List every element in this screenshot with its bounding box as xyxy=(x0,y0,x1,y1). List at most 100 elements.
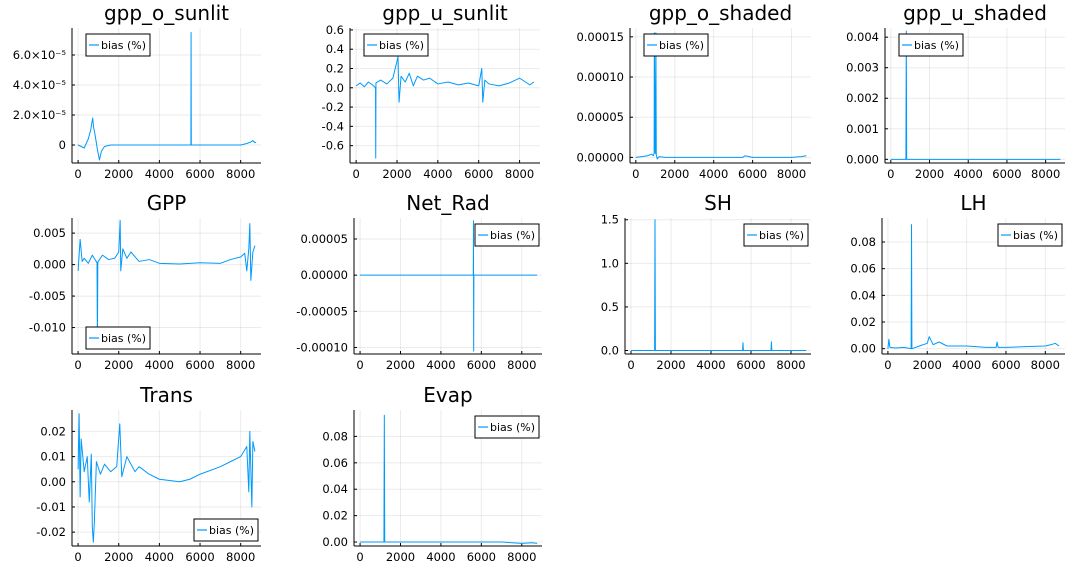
legend: bias (%) xyxy=(193,518,259,542)
x-tick-label: 2000 xyxy=(915,167,944,181)
y-tick-label: 0.00000 xyxy=(300,268,348,282)
y-tick-label: 0.00015 xyxy=(576,30,624,44)
x-tick-label: 8000 xyxy=(1031,358,1060,372)
x-tick-label: 6000 xyxy=(738,167,767,181)
legend: bias (%) xyxy=(997,223,1063,247)
series-line-bias xyxy=(631,219,807,352)
y-tick-label: 0.00005 xyxy=(300,232,348,246)
legend-label: bias (%) xyxy=(759,229,804,242)
x-tick-label: 4000 xyxy=(426,358,455,372)
x-tick-label: 6000 xyxy=(991,358,1020,372)
legend-box xyxy=(85,33,151,57)
legend-label: bias (%) xyxy=(379,39,424,52)
y-tick-label: 0.06 xyxy=(322,456,348,470)
panel-title: gpp_o_shaded xyxy=(649,1,792,25)
series-line-bias xyxy=(355,56,535,159)
legend-box xyxy=(643,33,709,57)
x-tick-label: 4000 xyxy=(952,358,981,372)
subplot-9: Evap 0 2000 4000 6000 8000 0.00 0.02 0.04 0.06 0.0… xyxy=(322,383,542,564)
legend: bias (%) xyxy=(474,223,540,247)
y-tick-label: 0.00000 xyxy=(576,150,624,164)
y-tick-label: 0 xyxy=(59,138,66,152)
legend-label: bias (%) xyxy=(101,332,146,345)
legend: bias (%) xyxy=(363,33,429,57)
x-tick-label: 2000 xyxy=(386,358,415,372)
subplot-0: gpp_o_sunlit 0 2000 4000 6000 8000 0 2.0×10⁻⁵ 4.… xyxy=(13,1,261,181)
legend-label: bias (%) xyxy=(914,39,959,52)
x-tick-label: 4000 xyxy=(423,167,452,181)
y-tick-label: 0.000 xyxy=(33,258,66,272)
y-tick-label: 0.08 xyxy=(322,429,348,443)
subplot-8: Trans 0 2000 4000 6000 8000 -0.02 -0.01 0.00 0.01… xyxy=(36,383,261,564)
y-tick-label: -0.6 xyxy=(322,139,344,153)
legend-box xyxy=(474,223,540,247)
y-tick-label: 0.002 xyxy=(846,91,879,105)
y-tick-label: -0.00005 xyxy=(296,304,348,318)
panel-title: gpp_u_shaded xyxy=(903,1,1047,25)
x-tick-label: 6000 xyxy=(992,167,1021,181)
legend-box xyxy=(997,223,1063,247)
x-tick-label: 0 xyxy=(627,358,634,372)
x-tick-label: 4000 xyxy=(699,167,728,181)
legend: bias (%) xyxy=(85,33,151,57)
x-tick-label: 4000 xyxy=(145,358,174,372)
x-tick-label: 0 xyxy=(74,358,81,372)
x-tick-label: 8000 xyxy=(505,167,534,181)
x-tick-label: 0 xyxy=(632,167,639,181)
x-tick-label: 0 xyxy=(356,358,363,372)
series-line-bias xyxy=(360,220,538,352)
x-tick-label: 4000 xyxy=(145,167,174,181)
y-tick-label: 4.0×10⁻⁵ xyxy=(13,78,67,92)
x-tick-label: 2000 xyxy=(104,167,133,181)
subplot-2: gpp_o_shaded 0 2000 4000 6000 8000 0.00000 0.00… xyxy=(576,1,811,181)
y-tick-label: 0.06 xyxy=(850,262,876,276)
x-tick-label: 4000 xyxy=(696,358,725,372)
x-tick-label: 4000 xyxy=(954,167,983,181)
legend-label: bias (%) xyxy=(1013,229,1058,242)
subplot-5: Net_Rad 0 2000 4000 6000 8000 -0.00010 -0.00005… xyxy=(296,191,542,372)
x-tick-label: 2000 xyxy=(660,167,689,181)
series-line-bias xyxy=(635,32,807,160)
x-tick-label: 4000 xyxy=(426,550,455,564)
legend: bias (%) xyxy=(743,223,809,247)
x-tick-label: 8000 xyxy=(776,358,805,372)
legend-box xyxy=(474,415,540,439)
y-tick-label: 0.000 xyxy=(846,152,879,166)
x-tick-label: 0 xyxy=(74,550,81,564)
legend: bias (%) xyxy=(898,33,964,57)
series-line-bias xyxy=(77,32,257,161)
y-tick-label: 0.02 xyxy=(322,509,348,523)
subplot-7: LH 0 2000 4000 6000 8000 0.00 0.02 0.04 0.06 0.08 b… xyxy=(850,191,1065,372)
y-tick-label: 6.0×10⁻⁵ xyxy=(13,48,67,62)
y-tick-label: 0.6 xyxy=(326,23,344,37)
y-tick-label: 0.08 xyxy=(850,235,876,249)
legend-box xyxy=(743,223,809,247)
y-tick-label: 0.2 xyxy=(326,62,344,76)
panel-title: Evap xyxy=(423,383,472,407)
y-tick-label: -0.2 xyxy=(322,100,344,114)
panel-title: SH xyxy=(704,191,732,215)
panel-title: Net_Rad xyxy=(406,191,490,215)
y-tick-label: 0.001 xyxy=(846,122,879,136)
panel-title: Trans xyxy=(139,383,193,407)
x-tick-label: 2000 xyxy=(104,358,133,372)
x-tick-label: 8000 xyxy=(226,167,255,181)
x-tick-label: 2000 xyxy=(656,358,685,372)
x-tick-label: 0 xyxy=(887,167,894,181)
y-tick-label: 0.00 xyxy=(850,342,876,356)
y-tick-label: 2.0×10⁻⁵ xyxy=(13,108,67,122)
legend-box xyxy=(85,326,151,350)
y-tick-label: -0.010 xyxy=(29,321,66,335)
y-tick-label: 0.02 xyxy=(40,424,66,438)
y-tick-label: 0.003 xyxy=(846,61,879,75)
y-tick-label: 0.04 xyxy=(322,482,348,496)
y-tick-label: 1.0 xyxy=(601,256,619,270)
x-tick-label: 8000 xyxy=(777,167,806,181)
y-tick-label: 0.00005 xyxy=(576,110,624,124)
legend-label: bias (%) xyxy=(101,39,146,52)
series-line-bias xyxy=(77,413,256,543)
y-tick-label: 0.004 xyxy=(846,30,879,44)
series-line-bias xyxy=(890,30,1061,160)
x-tick-label: 2000 xyxy=(104,550,133,564)
subplot-3: gpp_u_shaded 0 2000 4000 6000 8000 0.000 0.001 0… xyxy=(846,1,1065,181)
